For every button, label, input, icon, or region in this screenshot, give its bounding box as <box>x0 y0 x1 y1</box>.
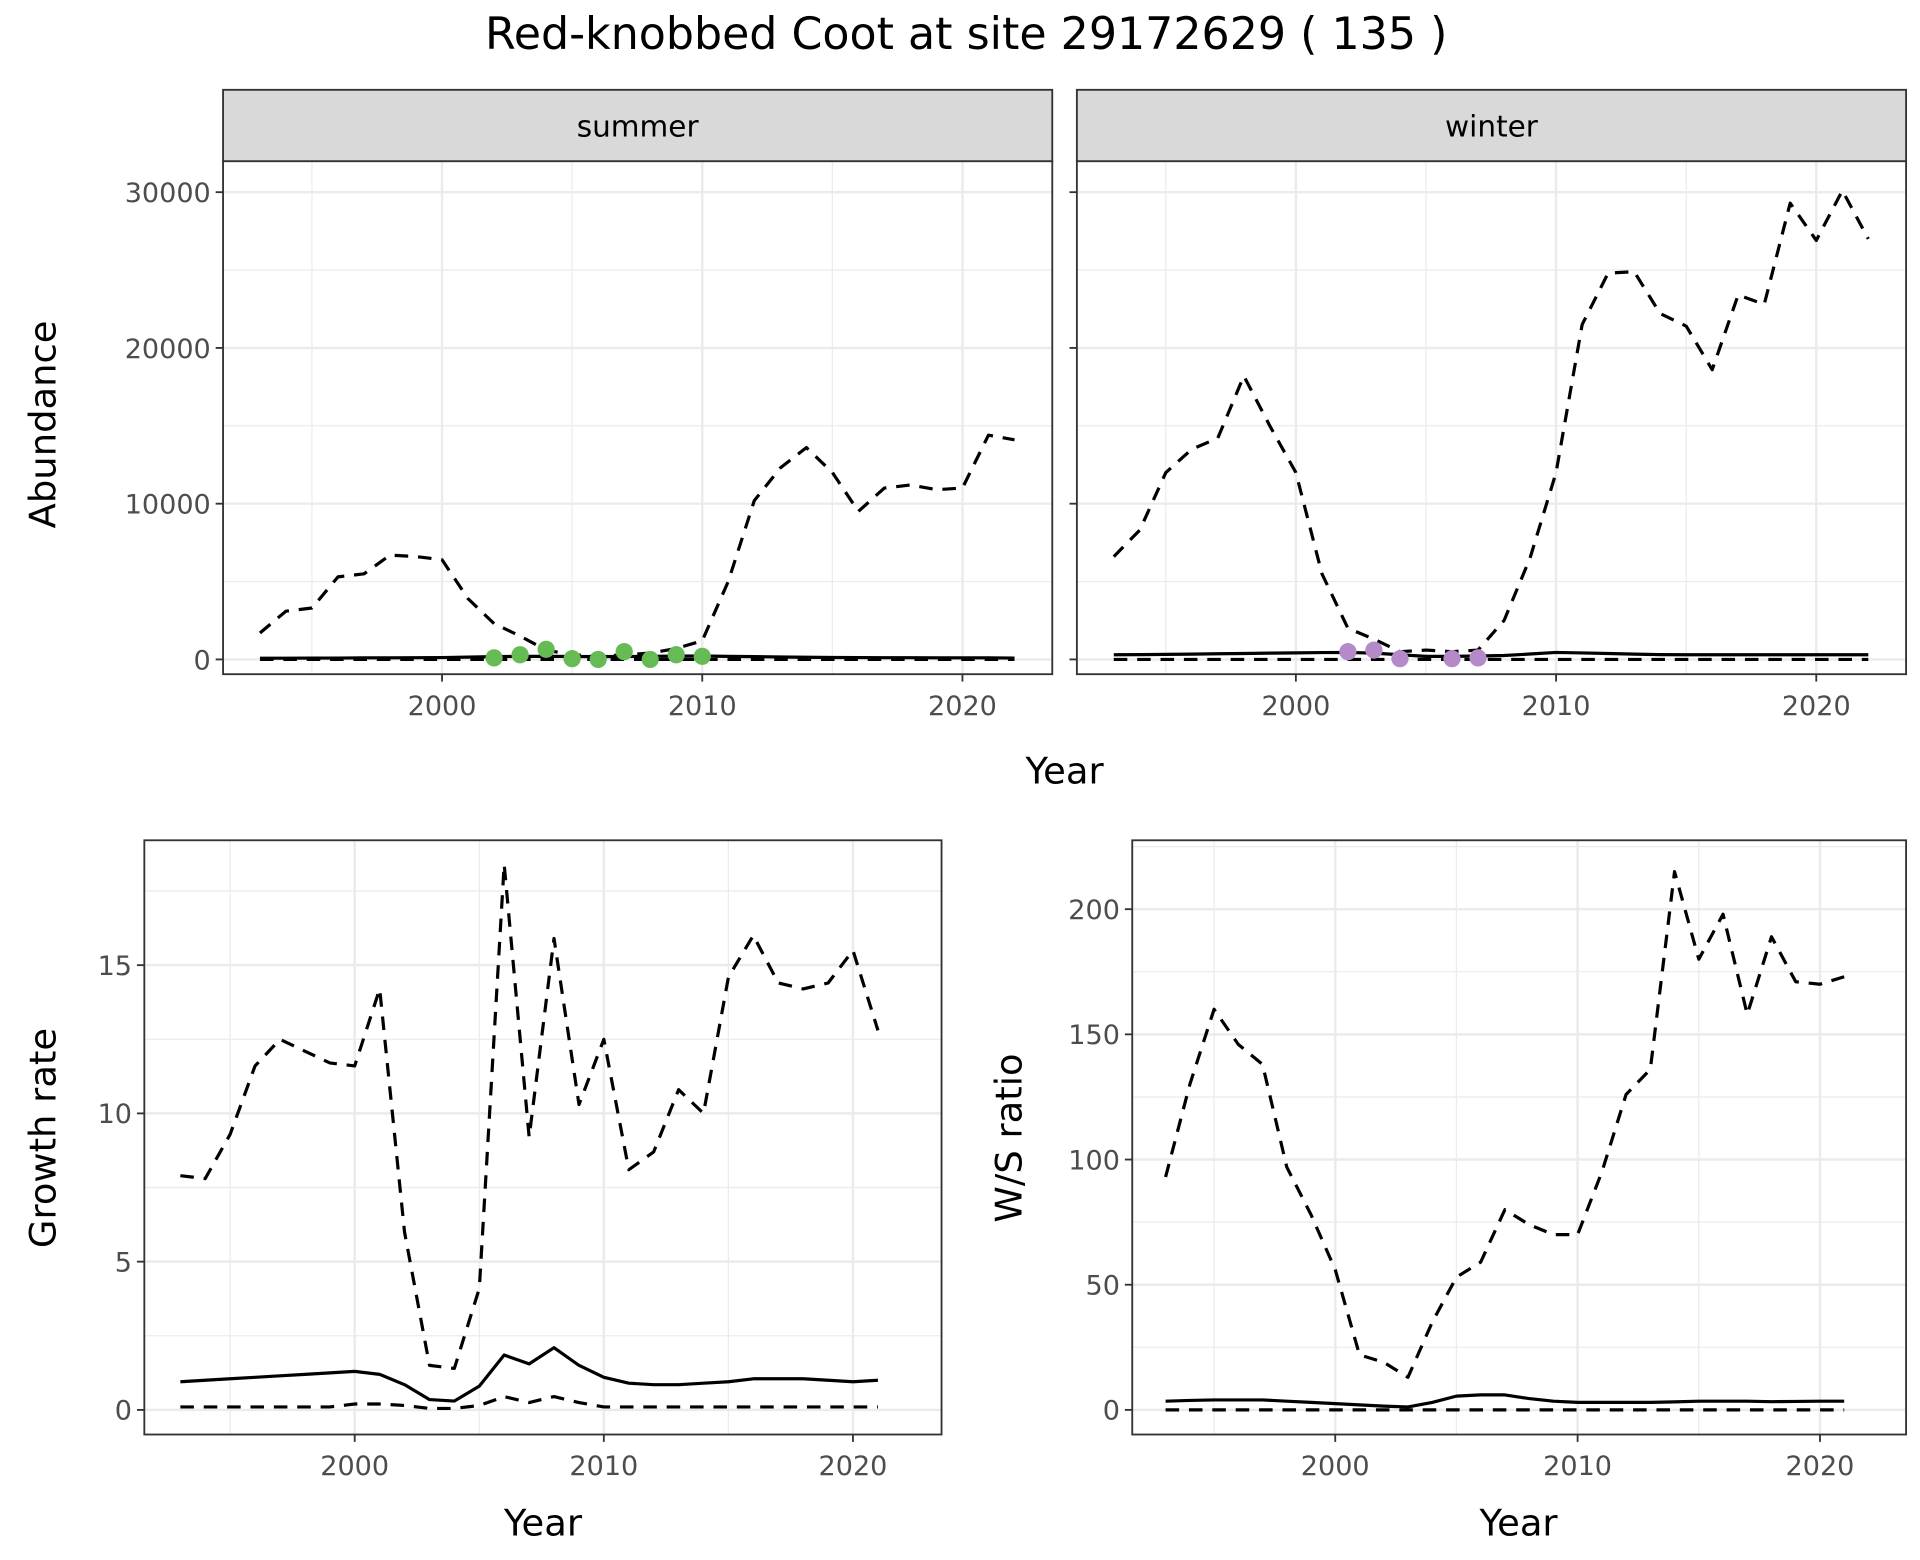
facet-strip <box>1075 88 1908 163</box>
data-point <box>693 647 711 665</box>
data-point <box>641 650 659 669</box>
plot-area <box>1076 161 1907 675</box>
data-point <box>1469 649 1487 667</box>
x-axis-title-top: Year <box>1025 750 1105 793</box>
facet-strip <box>222 88 1054 163</box>
data-point <box>511 646 529 664</box>
plot-area <box>223 161 1053 675</box>
y-tick-label: 200 <box>1068 895 1120 926</box>
facet-label-summer: summer <box>577 110 700 144</box>
data-point <box>1391 650 1409 668</box>
y-tick-label: 10000 <box>125 490 211 521</box>
panel-w-s-ratio: 2000 2010 2020 0 50 100 150 200 <box>1068 839 1908 1482</box>
x-axis-title-ratio: Year <box>1478 1501 1558 1544</box>
series-line-0-dashed <box>1112 188 1870 654</box>
data-point <box>615 643 633 661</box>
x-tick-label: 2020 <box>1782 691 1851 722</box>
panel-winter: 2000 2010 2020 <box>1069 88 1908 722</box>
x-tick-label: 2000 <box>408 691 477 722</box>
series-line-2-dashed <box>180 1395 878 1411</box>
series-line-0-dashed <box>180 862 880 1371</box>
series-line-1-solid <box>1113 650 1869 658</box>
x-tick-label: 2010 <box>569 1451 638 1482</box>
data-point <box>1339 643 1357 661</box>
y-axis-title-abundance: Abundance <box>22 321 65 529</box>
x-tick-label: 2000 <box>320 1451 389 1482</box>
y-tick-label: 15 <box>98 951 132 982</box>
data-point <box>485 649 503 667</box>
x-tick-label: 2010 <box>1522 691 1591 722</box>
x-tick-label: 2000 <box>1301 1451 1370 1482</box>
y-tick-label: 30000 <box>125 178 211 209</box>
data-point <box>537 640 555 658</box>
y-axis-title-ratio: W/S ratio <box>988 1053 1031 1222</box>
data-point <box>1443 650 1461 668</box>
y-tick-label: 0 <box>194 645 211 676</box>
y-tick-label: 100 <box>1068 1145 1120 1176</box>
series-line-0-dashed <box>1164 870 1845 1379</box>
x-tick-label: 2010 <box>668 691 737 722</box>
x-tick-label: 2010 <box>1543 1451 1612 1482</box>
facet-label-winter: winter <box>1445 110 1539 144</box>
data-point <box>1365 641 1383 659</box>
data-point <box>667 646 685 664</box>
chart-title: Red-knobbed Coot at site 29172629 ( 135 … <box>485 9 1447 60</box>
x-tick-label: 2020 <box>928 691 997 722</box>
y-axis-title-growth: Growth rate <box>22 1028 65 1248</box>
y-tick-label: 150 <box>1068 1020 1120 1051</box>
plot-area <box>144 840 942 1435</box>
data-point <box>563 650 581 668</box>
x-tick-label: 2000 <box>1261 691 1330 722</box>
x-tick-label: 2020 <box>819 1451 888 1482</box>
panel-border <box>143 839 943 1436</box>
y-tick-label: 10 <box>98 1099 132 1130</box>
y-tick-label: 20000 <box>125 334 211 365</box>
panel-border <box>1131 839 1908 1436</box>
data-point <box>589 650 607 669</box>
panel-growth-rate: 2000 2010 2020 0 5 10 15 <box>98 839 943 1482</box>
plot-area <box>1132 840 1907 1435</box>
y-tick-label: 50 <box>1086 1271 1120 1302</box>
y-tick-label: 5 <box>115 1247 132 1278</box>
y-tick-label: 0 <box>115 1396 132 1427</box>
y-tick-label: 0 <box>1103 1396 1120 1427</box>
x-axis-title-growth: Year <box>503 1501 583 1544</box>
series-line-0-dashed <box>258 433 1015 658</box>
series-line-1-solid <box>180 1346 879 1403</box>
series-line-1-solid <box>1165 1393 1845 1409</box>
panel-summer: 2000 2010 2020 0 10000 20000 30000 <box>125 88 1054 722</box>
x-tick-label: 2020 <box>1786 1451 1855 1482</box>
